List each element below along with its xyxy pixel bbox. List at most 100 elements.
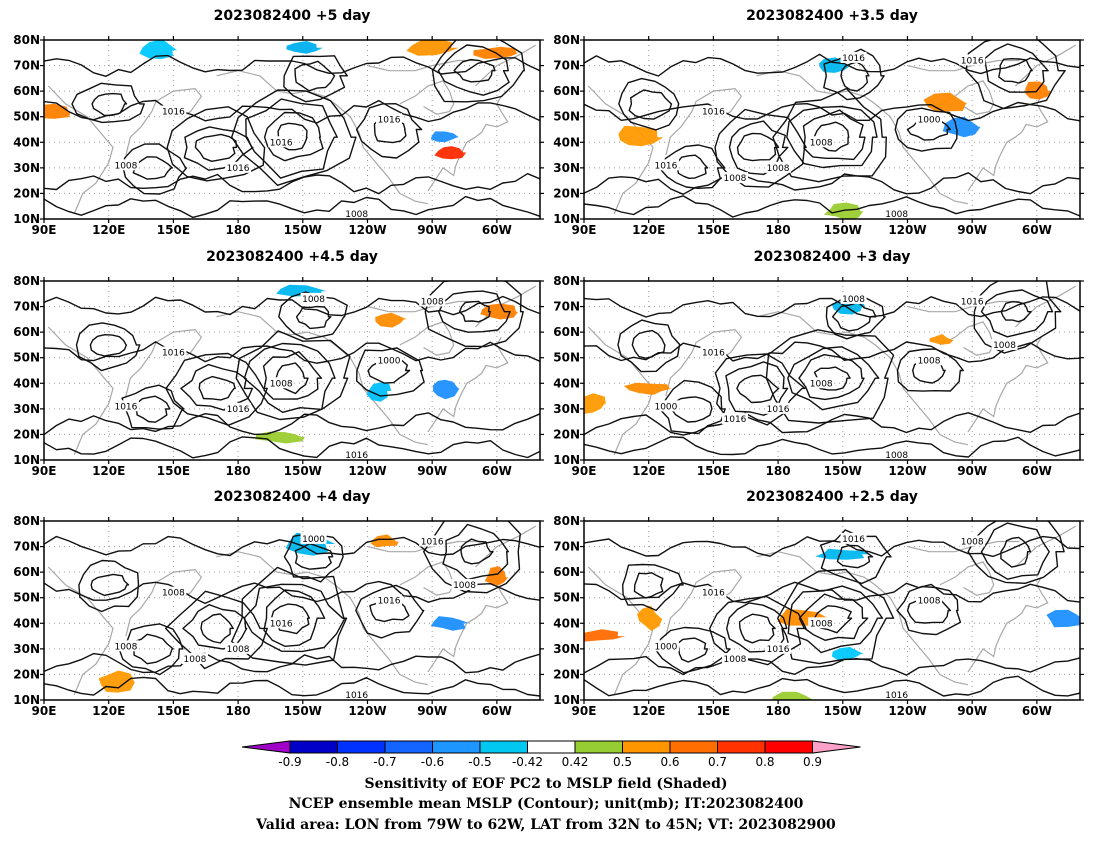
coastline — [665, 328, 743, 397]
contour-label-bg — [959, 535, 986, 547]
lon-tick-label: 120W — [888, 223, 926, 237]
contour-label-bg — [225, 642, 252, 654]
lat-tick-label: 20N — [13, 186, 40, 200]
mslp-contour — [44, 652, 540, 674]
contour-label: 1016 — [654, 161, 677, 171]
contour-label: 1008 — [114, 642, 137, 652]
lat-tick-label: 50N — [553, 110, 580, 124]
mslp-contour — [231, 566, 348, 666]
sensitivity-shading — [433, 379, 460, 400]
lon-tick-label: 150W — [824, 464, 862, 478]
lat-tick-label: 40N — [13, 616, 40, 630]
lat-tick-label: 50N — [553, 591, 580, 605]
contour-label: 1016 — [227, 405, 250, 415]
mslp-contour — [820, 529, 892, 585]
mslp-contour — [423, 521, 521, 594]
lon-tick-label: 60W — [482, 704, 512, 718]
map-panel-2: 2023082400 +3.5 day101610081008100010161… — [553, 8, 1084, 237]
mslp-contour — [802, 109, 866, 161]
lon-tick-label: 90E — [32, 223, 57, 237]
mslp-contour — [584, 53, 1080, 77]
colorbar: -0.9 -0.8 -0.7 -0.6 -0.5 -0.42 0.42 0.5 0.6 0.7 0.… — [241, 740, 861, 769]
lon-tick-label: 180 — [226, 704, 251, 718]
mslp-contour — [367, 357, 411, 384]
contour-label: 1008 — [918, 596, 941, 606]
mslp-contour — [44, 99, 540, 124]
lon-tick-label: 90W — [417, 223, 447, 237]
contour-label: 1008 — [842, 295, 865, 305]
mslp-contour — [198, 375, 236, 401]
contour-label-bg — [765, 161, 792, 173]
lat-tick-label: 60N — [553, 84, 580, 98]
coastline — [939, 80, 995, 115]
colorbar-segment — [622, 740, 671, 754]
lon-tick-label: 90W — [957, 704, 987, 718]
colorbar-segment — [574, 740, 623, 754]
contour-label: 1008 — [270, 379, 293, 389]
lon-tick-label: 120W — [888, 704, 926, 718]
contour-label-bg — [700, 586, 727, 598]
sensitivity-shading — [139, 40, 178, 60]
mslp-contour — [270, 603, 310, 635]
lon-tick-label: 120E — [92, 464, 125, 478]
contour-label: 1008 — [114, 161, 137, 171]
contour-label-bg — [112, 159, 139, 171]
mslp-contour — [584, 195, 1080, 218]
mslp-contour — [166, 106, 266, 182]
lat-tick-label: 70N — [553, 59, 580, 73]
panel-title: 2023082400 +2.5 day — [746, 489, 918, 505]
contour-label-bg — [721, 653, 748, 665]
sensitivity-shading — [637, 605, 663, 631]
contour-label: 1008 — [421, 297, 444, 307]
mslp-contour — [200, 613, 234, 644]
mslp-contour — [584, 581, 1080, 604]
map-frame — [43, 280, 541, 461]
lat-tick-label: 70N — [13, 59, 40, 73]
coastline — [427, 577, 509, 673]
mslp-contour — [263, 589, 326, 647]
contour-label: 1008 — [918, 356, 941, 366]
contour-label-bg — [700, 105, 727, 117]
coastline — [1014, 44, 1077, 87]
lat-tick-label: 40N — [553, 616, 580, 630]
contour-label-bg — [181, 653, 208, 665]
contour-label: 1016 — [270, 138, 293, 148]
lon-tick-label: 150E — [157, 223, 190, 237]
lat-tick-label: 30N — [553, 161, 580, 175]
lon-tick-label: 150W — [824, 704, 862, 718]
map-background — [44, 281, 540, 460]
mslp-contour — [584, 412, 1080, 436]
map-area: 1016 1008 1016 1008 1000 1008 1008 1016 1016 1008 — [584, 281, 1080, 460]
mslp-contour — [369, 598, 410, 623]
colorbar-tick-label: 0.7 — [708, 755, 727, 769]
map-frame — [43, 520, 541, 701]
lon-tick-label: 120W — [348, 704, 386, 718]
lon-tick-label: 60W — [1022, 704, 1052, 718]
lat-tick-label: 60N — [13, 565, 40, 579]
coastline — [125, 87, 203, 156]
mslp-contour — [736, 132, 780, 162]
lat-tick-label: 70N — [553, 540, 580, 554]
colorbar-tick-label: 0.5 — [613, 755, 632, 769]
mslp-contour — [813, 605, 853, 634]
contour-label-bg — [343, 688, 370, 700]
mslp-contour — [798, 593, 869, 641]
coastline — [399, 561, 455, 596]
map-frame — [583, 520, 1081, 701]
map-background — [584, 521, 1080, 700]
contour-label: 1016 — [345, 451, 368, 461]
contour-label: 1016 — [767, 645, 790, 655]
coastline — [47, 85, 114, 215]
contour-label-bg — [419, 295, 446, 307]
panel-title: 2023082400 +4.5 day — [206, 249, 378, 265]
mslp-contour — [243, 342, 336, 413]
coastline — [427, 337, 509, 433]
lat-tick-label: 80N — [13, 33, 40, 47]
mslp-contour — [714, 353, 806, 426]
mslp-contour — [275, 362, 309, 395]
contour-label-bg — [700, 346, 727, 358]
panel-title: 2023082400 +3 day — [754, 249, 911, 265]
colorbar-tick-label: -0.42 — [512, 755, 543, 769]
mslp-contour — [277, 122, 308, 151]
colorbar-segment — [479, 740, 528, 754]
